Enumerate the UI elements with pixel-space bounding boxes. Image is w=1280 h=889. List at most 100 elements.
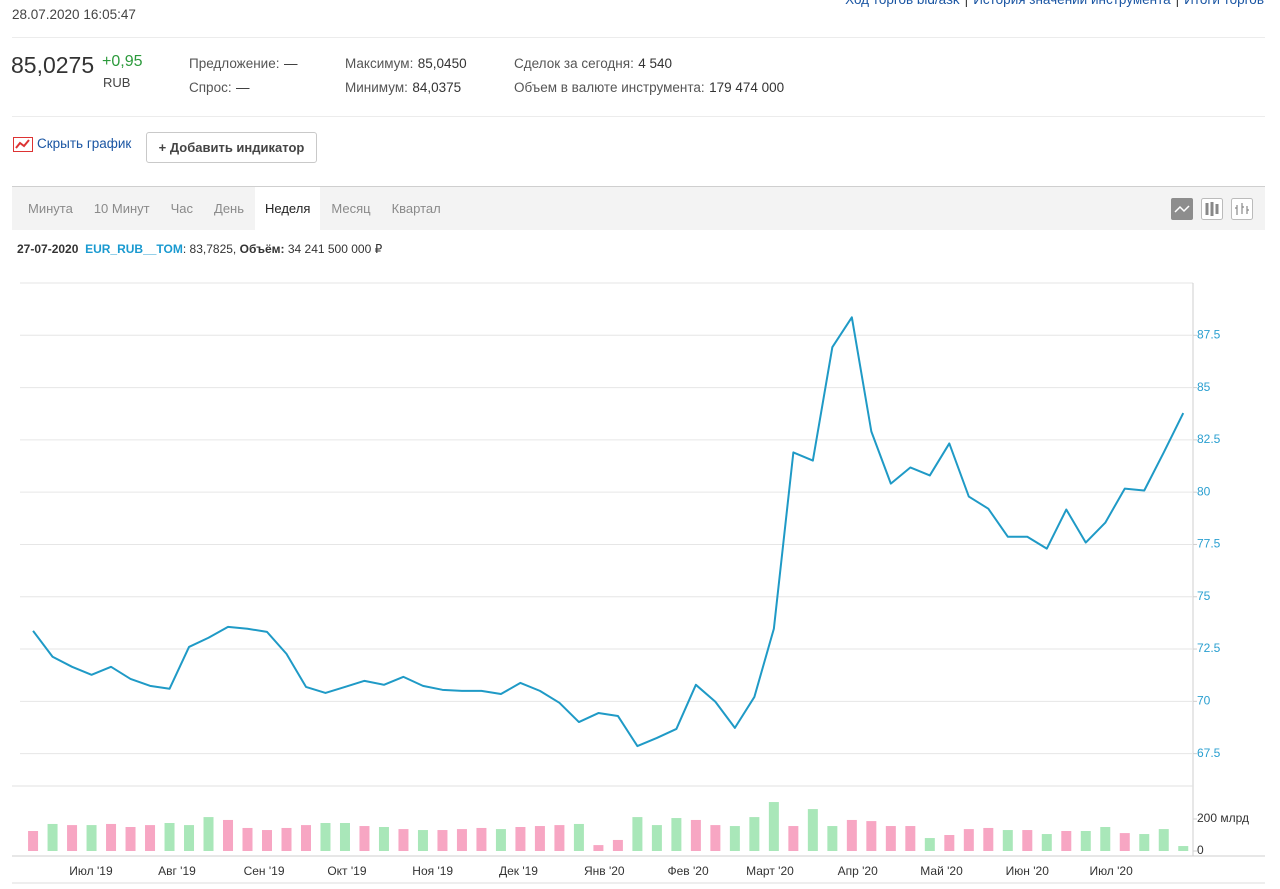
- volume-bar: [534, 826, 545, 851]
- price-line: [32, 316, 1185, 748]
- volume-bar: [1178, 846, 1189, 851]
- field-value: 85,0450: [417, 56, 467, 71]
- y-tick-label: 200 млрд: [1197, 811, 1249, 825]
- icon-line: [1174, 205, 1190, 213]
- volume-bar: [1080, 831, 1091, 851]
- field-label: Максимум:: [345, 56, 414, 71]
- x-tick-label: Июл '20: [1089, 864, 1133, 878]
- price-change: +0,95: [102, 53, 143, 70]
- field-value: —: [283, 56, 298, 71]
- volume-bar: [1158, 829, 1169, 851]
- field-value: 179 474 000: [709, 80, 785, 95]
- volume-bar: [573, 823, 584, 851]
- info-volume-label: Объём:: [239, 242, 285, 256]
- link-separator: |: [1176, 0, 1180, 7]
- divider: [12, 37, 1265, 38]
- x-tick-label: Июл '19: [69, 864, 113, 878]
- volume-bar: [1139, 834, 1150, 851]
- link-separator: |: [965, 0, 969, 7]
- volume-bar: [690, 819, 701, 851]
- volume-bar: [184, 825, 195, 851]
- y-tick-label: 72.5: [1197, 641, 1221, 655]
- x-tick-label: Ноя '19: [412, 864, 453, 878]
- period-tab[interactable]: День: [214, 201, 245, 216]
- volume-bar: [1022, 830, 1033, 851]
- volume-bar: [671, 818, 682, 851]
- period-tab[interactable]: Месяц: [331, 201, 371, 216]
- x-tick-label: Май '20: [920, 864, 963, 878]
- volume-bar: [339, 823, 350, 851]
- info-ticker: EUR_RUB__TOM: [85, 242, 183, 256]
- y-tick-label: 82.5: [1197, 432, 1221, 446]
- icon-line: [15, 139, 30, 149]
- period-tab[interactable]: Час: [170, 201, 194, 216]
- volume-bar: [866, 821, 877, 851]
- period-tab[interactable]: Неделя: [255, 187, 321, 230]
- volume-bar: [203, 817, 214, 851]
- chart-type-icons: [1171, 198, 1253, 220]
- volume-bar: [476, 827, 487, 851]
- volume-bar: [67, 825, 78, 851]
- field-value: 84,0375: [412, 80, 462, 95]
- y-tick-label: 87.5: [1197, 327, 1221, 341]
- top-link[interactable]: Итоги торгов: [1184, 0, 1264, 7]
- field: Сделок за сегодня: 4 540: [514, 55, 672, 73]
- y-tick-label: 0: [1197, 843, 1204, 857]
- volume-bar: [242, 827, 253, 851]
- volume-bar: [125, 827, 136, 851]
- volume-bar: [612, 839, 623, 851]
- field: Объем в валюте инструмента: 179 474 000: [514, 79, 784, 97]
- volume-bar: [1119, 833, 1130, 851]
- volume-bar: [924, 838, 935, 851]
- volume-bar: [495, 829, 506, 851]
- period-tab[interactable]: Квартал: [391, 201, 441, 216]
- volume-bar: [515, 827, 526, 851]
- period-tab[interactable]: Минута: [28, 201, 73, 216]
- chart-icon: [13, 137, 33, 152]
- top-link[interactable]: История значений инструмента: [973, 0, 1170, 7]
- volume-bar: [398, 829, 409, 851]
- x-tick-label: Апр '20: [838, 864, 878, 878]
- field: Минимум: 84,0375: [345, 79, 461, 97]
- volume-bar: [164, 823, 175, 851]
- volume-bar: [28, 831, 39, 851]
- x-tick-label: Янв '20: [584, 864, 625, 878]
- field-value: —: [236, 80, 250, 95]
- volume-bar: [437, 830, 448, 851]
- field: Спрос: —: [189, 79, 250, 97]
- top-link[interactable]: Ход торгов bid/ask: [845, 0, 960, 7]
- field: Максимум: 85,0450: [345, 55, 467, 73]
- volume-bar: [281, 827, 292, 851]
- volume-bar: [749, 817, 760, 851]
- period-tabs: Минута 10 Минут Час День Неделя Месяц Квартал: [12, 186, 1265, 230]
- field-value: 4 540: [638, 56, 673, 71]
- volume-bar: [86, 825, 97, 851]
- volume-bar: [300, 825, 311, 851]
- volume-bar: [729, 826, 740, 851]
- add-indicator-button[interactable]: + Добавить индикатор: [146, 132, 317, 163]
- hide-chart-link[interactable]: Скрыть график: [37, 136, 132, 151]
- volume-bar: [1100, 827, 1111, 851]
- field-label: Минимум:: [345, 80, 408, 95]
- field-label: Спрос:: [189, 80, 232, 95]
- volume-bar: [261, 830, 272, 851]
- x-tick-label: Дек '19: [499, 864, 538, 878]
- volume-bar: [417, 830, 428, 851]
- volume-bar: [651, 825, 662, 851]
- info-price: : 83,7825,: [182, 242, 237, 256]
- volume-bar: [145, 825, 156, 851]
- top-links: Ход торгов bid/ask | История значений инст…: [845, 0, 1264, 7]
- x-tick-label: Июн '20: [1006, 864, 1050, 878]
- volume-bar: [983, 827, 994, 851]
- field-label: Сделок за сегодня:: [514, 56, 634, 71]
- volume-bar: [456, 829, 467, 851]
- period-tab[interactable]: 10 Минут: [93, 201, 150, 216]
- info-volume: 34 241 500 000 ₽: [287, 242, 383, 256]
- divider: [12, 116, 1265, 117]
- info-line: 27-07-2020 EUR_RUB__TOM: 83,7825, Объём:…: [17, 242, 382, 256]
- field-label: Объем в валюте инструмента:: [514, 80, 705, 95]
- icon-candles: [1205, 202, 1219, 216]
- volume-bar: [944, 835, 955, 851]
- field: Предложение: —: [189, 55, 297, 73]
